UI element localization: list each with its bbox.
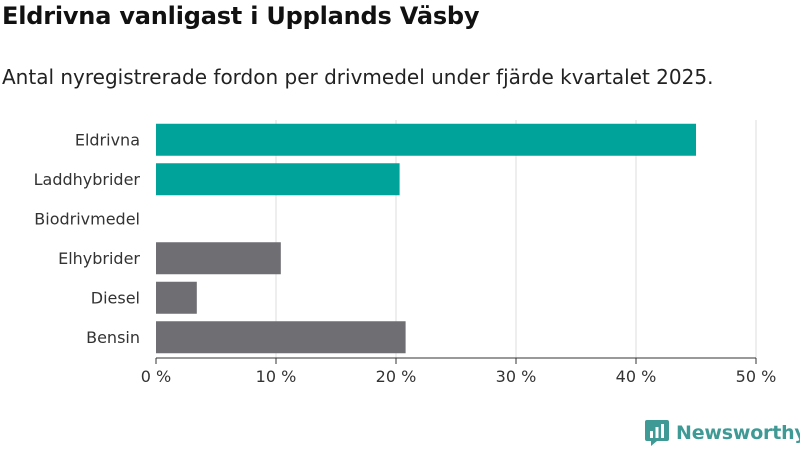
category-label: Laddhybrider xyxy=(34,170,141,189)
x-tick-label: 0 % xyxy=(141,367,171,386)
bar-diesel xyxy=(156,281,197,314)
category-label: Diesel xyxy=(91,288,140,307)
newsworthy-logo-icon xyxy=(645,420,669,446)
bar-elhybrider xyxy=(156,242,281,275)
chart-subtitle: Antal nyregistrerade fordon per drivmede… xyxy=(2,65,714,89)
chart-title: Eldrivna vanligast i Upplands Väsby xyxy=(2,2,480,30)
bar-bensin xyxy=(156,321,406,354)
x-tick-label: 20 % xyxy=(376,367,417,386)
category-label: Bensin xyxy=(86,328,140,347)
bar-laddhybrider xyxy=(156,163,400,196)
category-label: Eldrivna xyxy=(75,130,140,149)
category-label: Biodrivmedel xyxy=(34,209,140,228)
category-label: Elhybrider xyxy=(58,249,140,268)
bar-eldrivna xyxy=(156,123,696,156)
brand-name: Newsworthy xyxy=(676,422,800,444)
newsworthy-brand: Newsworthy xyxy=(644,418,800,448)
x-tick-label: 40 % xyxy=(616,367,657,386)
x-tick-label: 10 % xyxy=(256,367,297,386)
x-tick-label: 50 % xyxy=(736,367,777,386)
x-tick-label: 30 % xyxy=(496,367,537,386)
